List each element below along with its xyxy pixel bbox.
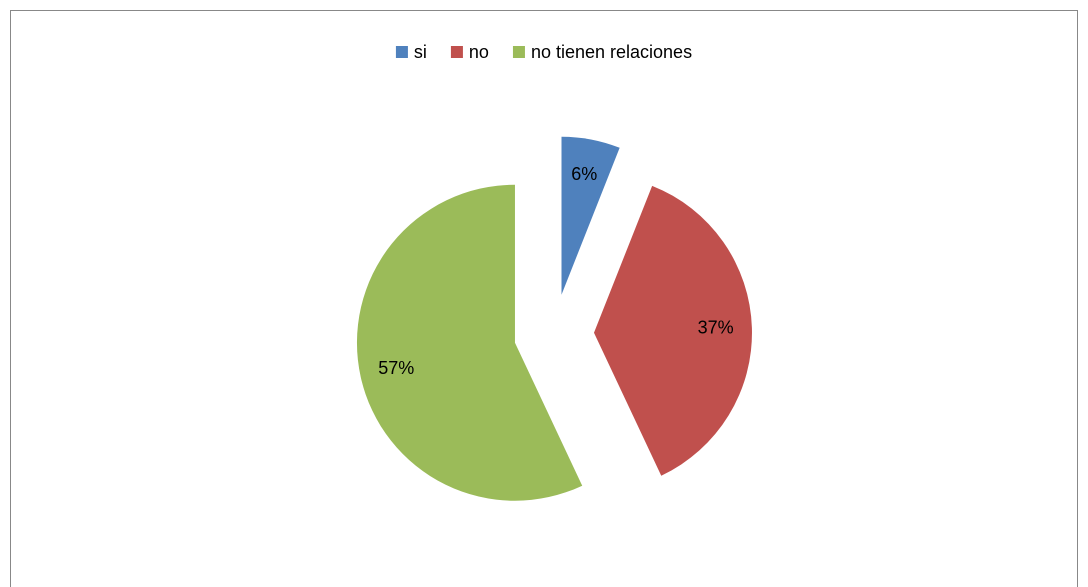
legend-swatch <box>450 46 463 58</box>
data-label: 37% <box>698 318 734 338</box>
data-label: 57% <box>378 358 414 378</box>
chart-border <box>10 10 1078 587</box>
pie-slice <box>561 136 620 295</box>
data-label: 6% <box>571 164 597 184</box>
pie: 6% 37% 57% <box>356 136 752 501</box>
legend-label: si <box>414 42 427 62</box>
pie-slice <box>356 184 583 501</box>
legend-label: no <box>469 42 489 62</box>
legend-swatch <box>512 46 525 58</box>
legend-swatch <box>395 46 408 58</box>
legend: si no no tienen relaciones <box>395 42 692 62</box>
pie-slice <box>593 185 752 476</box>
legend-label: no tienen relaciones <box>531 42 692 62</box>
